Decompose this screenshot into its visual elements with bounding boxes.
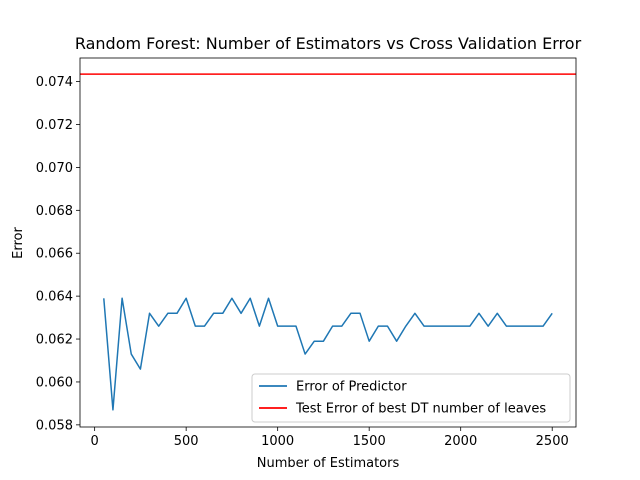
x-axis: 0 500 1000 1500 2000 2500 (91, 427, 569, 449)
x-tick-label: 1000 (261, 434, 294, 449)
y-axis: 0.058 0.060 0.062 0.064 0.066 0.068 0.070 0.072… (36, 75, 80, 433)
legend: Error of Predictor Test Error of best DT … (251, 373, 571, 423)
x-axis-label: Number of Estimators (257, 456, 400, 471)
y-tick-label: 0.070 (36, 161, 73, 176)
legend-label: Test Error of best DT number of leaves (295, 402, 546, 417)
x-tick-label: 2000 (444, 434, 477, 449)
y-tick-label: 0.072 (36, 118, 73, 133)
chart-title: Random Forest: Number of Estimators vs C… (75, 34, 582, 53)
y-tick-label: 0.066 (36, 247, 73, 262)
x-tick-label: 1500 (353, 434, 386, 449)
legend-box (251, 373, 571, 423)
x-tick-label: 0 (91, 434, 99, 449)
y-tick-label: 0.060 (36, 375, 73, 390)
series-line-error-of-predictor (103, 297, 553, 411)
legend-label: Error of Predictor (296, 380, 407, 395)
y-tick-label: 0.074 (36, 75, 73, 90)
x-tick-label: 500 (174, 434, 199, 449)
y-tick-label: 0.064 (36, 290, 73, 305)
plot-area (79, 57, 577, 428)
axes-frame (79, 57, 577, 428)
y-axis-label: Error (11, 227, 26, 259)
y-tick-label: 0.068 (36, 204, 73, 219)
x-tick-label: 2500 (536, 434, 569, 449)
y-tick-label: 0.058 (36, 418, 73, 433)
y-tick-label: 0.062 (36, 333, 73, 348)
